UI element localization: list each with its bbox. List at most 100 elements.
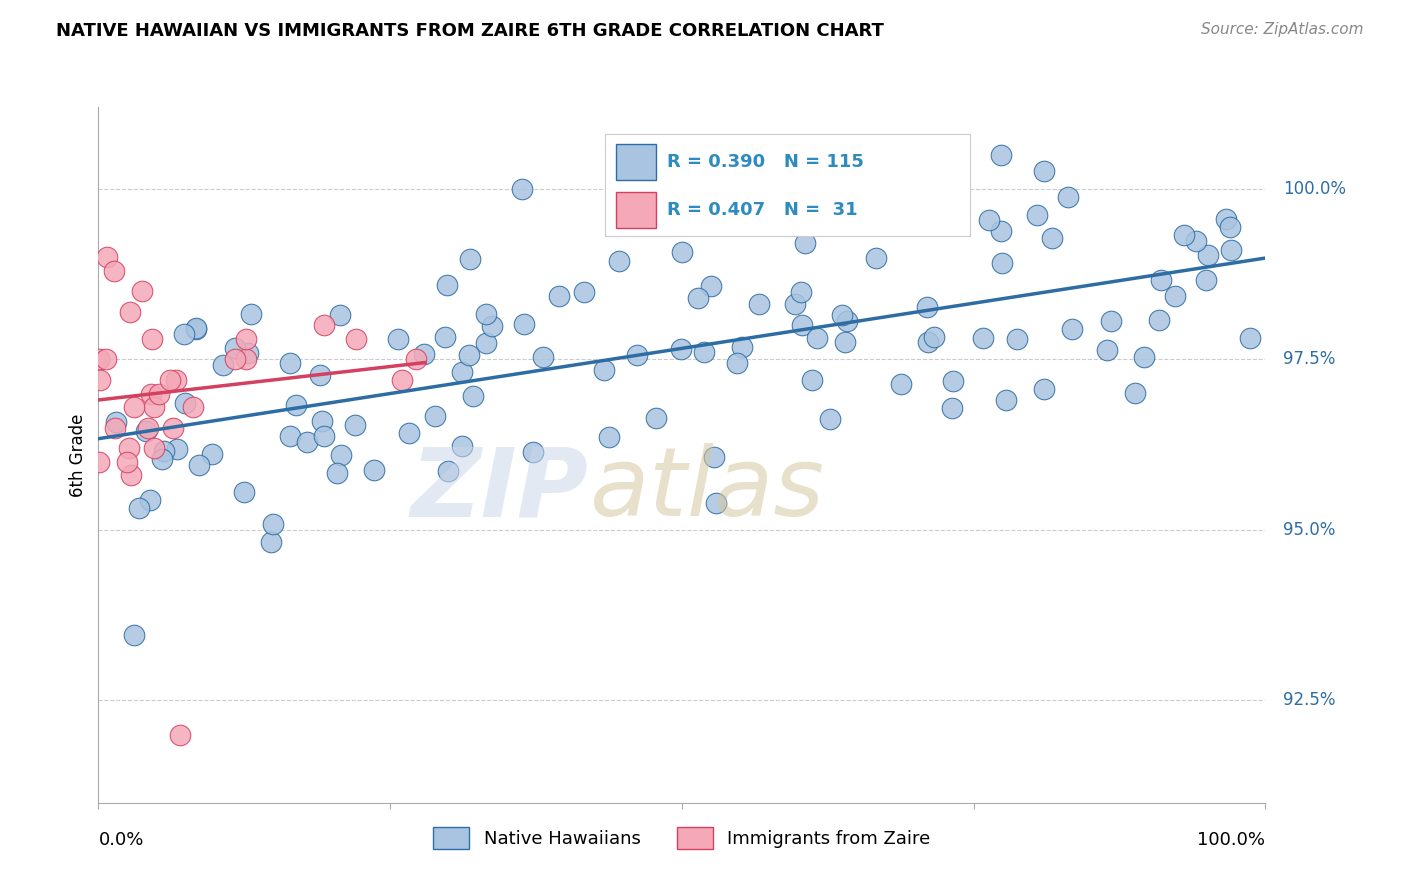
Point	[1215, 211, 1237, 226]
Point	[150, 451, 173, 466]
Point	[135, 424, 157, 438]
Point	[1005, 333, 1028, 347]
Point	[458, 252, 481, 266]
Text: R = 0.407   N =  31: R = 0.407 N = 31	[666, 202, 858, 219]
Point	[423, 409, 446, 424]
Point	[166, 442, 188, 456]
Point	[309, 368, 332, 382]
Bar	[616, 193, 655, 228]
Point	[1219, 243, 1241, 257]
Point	[173, 326, 195, 341]
Point	[1195, 273, 1218, 287]
Point	[325, 466, 347, 480]
Text: 100.0%: 100.0%	[1282, 180, 1346, 198]
Point	[433, 330, 456, 344]
Point	[1173, 228, 1195, 243]
Point	[458, 348, 481, 362]
Point	[224, 352, 246, 367]
Point	[522, 445, 544, 459]
Point	[463, 389, 485, 403]
Point	[262, 516, 284, 531]
Point	[87, 455, 110, 469]
Point	[1133, 350, 1156, 364]
Y-axis label: 6th Grade: 6th Grade	[69, 413, 87, 497]
Point	[834, 335, 856, 350]
Point	[917, 334, 939, 349]
Text: 0.0%: 0.0%	[98, 830, 143, 848]
Point	[118, 441, 141, 455]
Point	[280, 429, 302, 443]
Point	[972, 331, 994, 345]
Point	[1025, 208, 1047, 222]
Point	[311, 414, 333, 428]
Point	[548, 288, 571, 302]
Point	[122, 628, 145, 642]
Point	[224, 341, 246, 355]
Point	[703, 450, 725, 464]
Point	[607, 254, 630, 268]
Point	[450, 365, 472, 379]
Point	[118, 304, 141, 318]
Legend: Native Hawaiians, Immigrants from Zaire: Native Hawaiians, Immigrants from Zaire	[426, 820, 938, 856]
Point	[513, 317, 536, 331]
Point	[436, 464, 458, 478]
Point	[1147, 313, 1170, 327]
Text: R = 0.390   N = 115: R = 0.390 N = 115	[666, 153, 863, 171]
Point	[890, 377, 912, 392]
Point	[748, 297, 770, 311]
Point	[329, 448, 352, 462]
Point	[169, 728, 191, 742]
Point	[1184, 234, 1206, 248]
Point	[451, 439, 474, 453]
Point	[481, 318, 503, 333]
Point	[188, 458, 211, 472]
Text: 100.0%: 100.0%	[1198, 830, 1265, 848]
Point	[143, 400, 166, 414]
Point	[174, 396, 197, 410]
Point	[531, 350, 554, 364]
Point	[260, 534, 283, 549]
Point	[593, 363, 616, 377]
Point	[626, 348, 648, 362]
Point	[186, 322, 208, 336]
Point	[686, 291, 709, 305]
Point	[120, 468, 142, 483]
Point	[790, 318, 813, 333]
Point	[1123, 385, 1146, 400]
Point	[131, 284, 153, 298]
Point	[344, 418, 367, 433]
Point	[831, 308, 853, 322]
Point	[700, 279, 723, 293]
Point	[510, 182, 533, 196]
Point	[139, 386, 162, 401]
Point	[990, 224, 1012, 238]
Point	[1099, 314, 1122, 328]
Point	[89, 373, 111, 387]
Point	[165, 373, 187, 387]
Point	[391, 373, 413, 387]
Point	[96, 352, 118, 367]
Bar	[616, 144, 655, 180]
Point	[941, 401, 963, 415]
Text: atlas: atlas	[589, 443, 824, 536]
Point	[693, 345, 716, 359]
Point	[278, 356, 301, 370]
Point	[475, 335, 498, 350]
Point	[181, 400, 204, 414]
Point	[212, 358, 235, 372]
Point	[1149, 273, 1171, 287]
Point	[793, 235, 815, 250]
Point	[405, 352, 427, 367]
Point	[1097, 343, 1119, 358]
Point	[1239, 331, 1261, 345]
Point	[148, 386, 170, 401]
Point	[801, 373, 824, 387]
Point	[783, 296, 806, 310]
Point	[704, 496, 727, 510]
Point	[865, 252, 887, 266]
Point	[122, 400, 145, 414]
Point	[104, 420, 127, 434]
Text: Source: ZipAtlas.com: Source: ZipAtlas.com	[1201, 22, 1364, 37]
Point	[314, 318, 336, 333]
Point	[96, 250, 118, 264]
